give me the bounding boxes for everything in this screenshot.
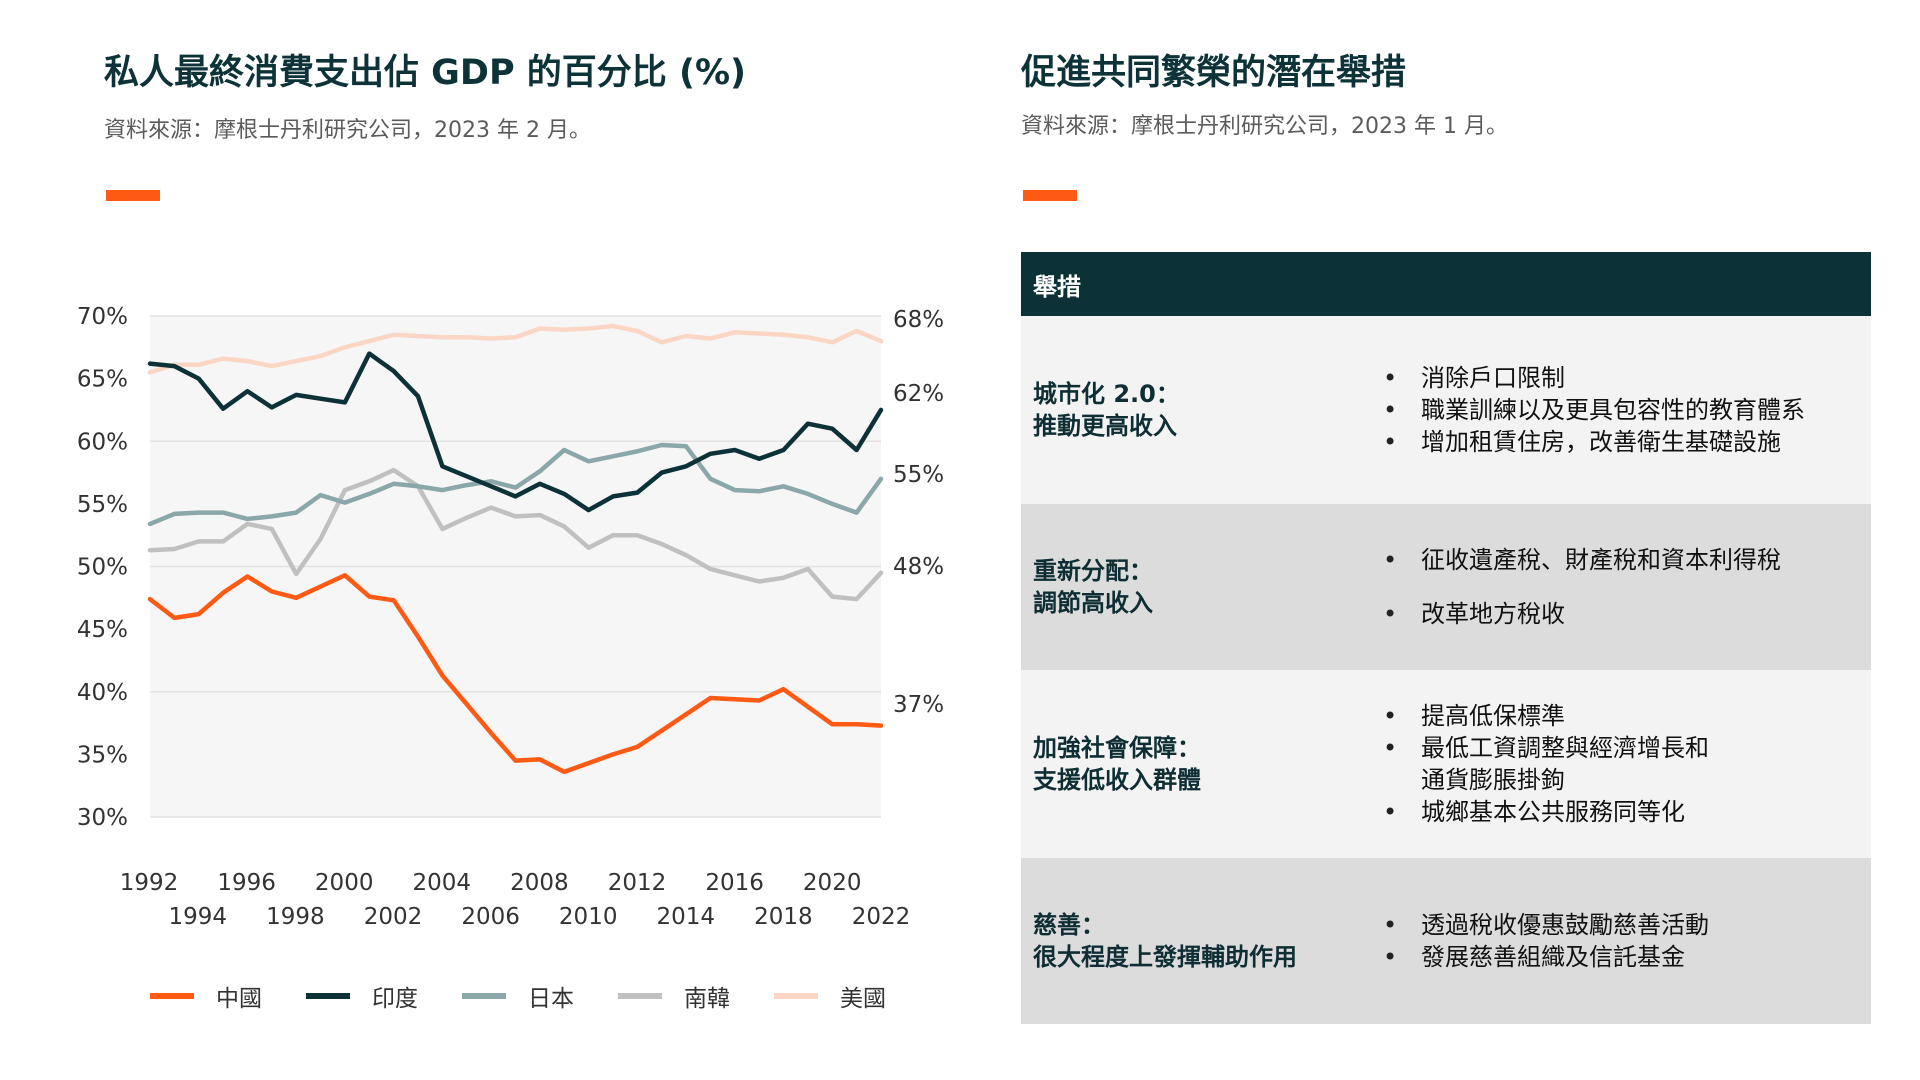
bullet-item: 最低工資調整與經濟增長和 xyxy=(1383,732,1709,764)
x-tick-label: 2004 xyxy=(413,870,472,896)
x-tick-label: 2012 xyxy=(608,870,667,896)
bullet-item: 提高低保標準 xyxy=(1383,700,1709,732)
row-bullets: 征收遺產稅、財產稅和資本利得稅 改革地方稅收 xyxy=(1376,544,1781,630)
series-line xyxy=(147,573,884,775)
series-line xyxy=(147,323,884,375)
legend-swatch xyxy=(774,993,818,999)
legend-item: 日本 xyxy=(462,979,574,1013)
row-label: 加強社會保障： 支援低收入群體 xyxy=(1021,732,1376,796)
series-line xyxy=(147,351,884,513)
legend-label: 中國 xyxy=(216,986,262,1012)
row-bullets: 透過稅收優惠鼓勵慈善活動 發展慈善組織及信託基金 xyxy=(1376,909,1709,973)
x-tick-label: 1998 xyxy=(266,904,325,930)
legend-swatch xyxy=(462,993,506,999)
bullet-continuation: 通貨膨脹掛鉤 xyxy=(1421,766,1565,794)
x-tick-label: 1992 xyxy=(120,870,179,896)
y-tick-label: 70% xyxy=(77,304,128,330)
y-axis-ticks: 70% 65% 60% 55% 50% 45% 40% 35% 30% xyxy=(77,304,128,831)
bullet-item: 征收遺產稅、財產稅和資本利得稅 xyxy=(1383,544,1781,576)
row-label-line2: 推動更高收入 xyxy=(1033,412,1177,440)
x-tick-label: 2018 xyxy=(754,904,813,930)
row-label-line2: 調節高收入 xyxy=(1033,589,1153,617)
legend-item: 印度 xyxy=(306,979,418,1013)
x-tick-label: 2022 xyxy=(852,904,911,930)
legend-item: 中國 xyxy=(150,979,262,1013)
bullet-item: 透過稅收優惠鼓勵慈善活動 xyxy=(1383,909,1709,941)
table-row: 重新分配： 調節高收入 征收遺產稅、財產稅和資本利得稅 改革地方稅收 xyxy=(1021,504,1871,670)
y-tick-label: 50% xyxy=(77,555,128,581)
row-label: 慈善： 很大程度上發揮輔助作用 xyxy=(1021,909,1376,973)
table-header: 舉措 xyxy=(1021,252,1871,316)
series-end-label: 62% xyxy=(893,381,944,407)
row-label-line2: 支援低收入群體 xyxy=(1033,766,1201,794)
x-tick-label: 1996 xyxy=(217,870,276,896)
bullet-item: 職業訓練以及更具包容性的教育體系 xyxy=(1383,394,1805,426)
y-tick-label: 45% xyxy=(77,617,128,643)
table-row: 城市化 2.0： 推動更高收入 消除戶口限制 職業訓練以及更具包容性的教育體系 … xyxy=(1021,316,1871,504)
left-accent-bar xyxy=(106,190,160,201)
legend-swatch xyxy=(150,993,194,999)
series-end-label: 68% xyxy=(893,307,944,333)
y-tick-label: 55% xyxy=(77,492,128,518)
legend-item: 美國 xyxy=(774,979,886,1013)
row-label-line1: 慈善： xyxy=(1033,911,1105,939)
x-tick-label: 2014 xyxy=(657,904,716,930)
legend-label: 美國 xyxy=(840,986,886,1012)
series-line xyxy=(147,442,884,527)
x-tick-label: 2020 xyxy=(803,870,862,896)
x-tick-label: 2016 xyxy=(705,870,764,896)
x-tick-label: 2000 xyxy=(315,870,374,896)
left-source: 資料來源：摩根士丹利研究公司，2023 年 2 月。 xyxy=(104,118,591,143)
x-axis-ticks: 1992 1996 2000 2004 2008 2012 2016 2020 1994 1998… xyxy=(120,870,911,930)
bullet-item: 消除戶口限制 xyxy=(1383,362,1805,394)
x-tick-label: 2010 xyxy=(559,904,618,930)
right-title: 促進共同繁榮的潛在舉措 xyxy=(1021,53,1407,93)
chart-grid xyxy=(150,315,881,818)
row-label: 城市化 2.0： 推動更高收入 xyxy=(1021,378,1376,442)
left-title: 私人最終消費支出佔 GDP 的百分比 (%) xyxy=(104,53,747,93)
y-tick-label: 40% xyxy=(77,680,128,706)
chart-legend: 中國 印度 日本 南韓 美國 xyxy=(150,978,930,1014)
table-row: 加強社會保障： 支援低收入群體 提高低保標準 最低工資調整與經濟增長和 通貨膨脹… xyxy=(1021,670,1871,858)
x-tick-label: 2006 xyxy=(461,904,520,930)
bullet-item: 城鄉基本公共服務同等化 xyxy=(1383,796,1709,828)
series-line xyxy=(147,467,884,602)
x-tick-label: 2008 xyxy=(510,870,569,896)
bullet-item: 發展慈善組織及信託基金 xyxy=(1383,941,1709,973)
bullet-item: 增加租賃住房，改善衛生基礎設施 xyxy=(1383,426,1805,458)
legend-label: 日本 xyxy=(528,986,574,1012)
legend-swatch xyxy=(618,993,662,999)
bullet-item: 改革地方稅收 xyxy=(1383,598,1781,630)
measures-table: 舉措 城市化 2.0： 推動更高收入 消除戶口限制 職業訓練以及更具包容性的教育… xyxy=(1021,252,1871,1024)
legend-swatch xyxy=(306,993,350,999)
row-label-line2: 很大程度上發揮輔助作用 xyxy=(1033,943,1297,971)
y-tick-label: 65% xyxy=(77,367,128,393)
x-tick-label: 2002 xyxy=(364,904,423,930)
y-tick-label: 60% xyxy=(77,429,128,455)
y-tick-label: 30% xyxy=(77,805,128,831)
series-end-label: 48% xyxy=(893,554,944,580)
y-tick-label: 35% xyxy=(77,742,128,768)
row-label-line1: 加強社會保障： xyxy=(1033,734,1201,762)
row-bullets: 提高低保標準 最低工資調整與經濟增長和 通貨膨脹掛鉤 城鄉基本公共服務同等化 xyxy=(1376,700,1709,828)
series-end-label: 55% xyxy=(893,462,944,488)
series-end-labels: 37% 62% 55% 48% 68% xyxy=(893,307,944,718)
table-header-label: 舉措 xyxy=(1033,272,1081,301)
right-accent-bar xyxy=(1023,190,1077,201)
legend-label: 印度 xyxy=(372,986,418,1012)
row-bullets: 消除戶口限制 職業訓練以及更具包容性的教育體系 增加租賃住房，改善衛生基礎設施 xyxy=(1376,362,1805,458)
row-label-line1: 城市化 2.0： xyxy=(1033,380,1180,408)
chart-series xyxy=(147,323,884,775)
right-source: 資料來源：摩根士丹利研究公司，2023 年 1 月。 xyxy=(1021,114,1508,139)
table-row: 慈善： 很大程度上發揮輔助作用 透過稅收優惠鼓勵慈善活動 發展慈善組織及信託基金 xyxy=(1021,858,1871,1024)
series-end-label: 37% xyxy=(893,692,944,718)
legend-item: 南韓 xyxy=(618,979,730,1013)
line-chart: 70% 65% 60% 55% 50% 45% 40% 35% 30% 1992 1996 2000… xyxy=(77,304,944,930)
row-label: 重新分配： 調節高收入 xyxy=(1021,555,1376,619)
legend-label: 南韓 xyxy=(684,986,730,1012)
x-tick-label: 1994 xyxy=(169,904,228,930)
row-label-line1: 重新分配： xyxy=(1033,557,1153,585)
